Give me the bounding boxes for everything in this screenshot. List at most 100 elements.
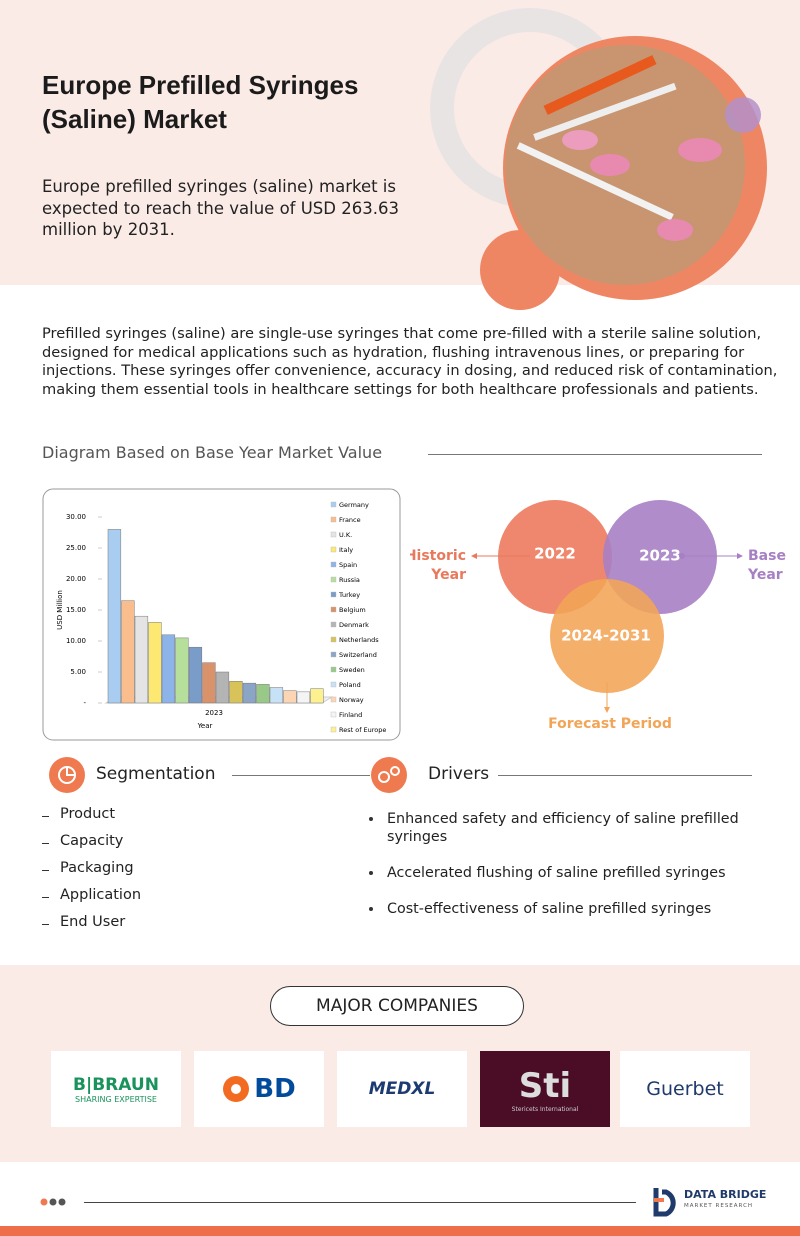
venn-label: 2023 [639, 547, 681, 565]
logo-text: BD [254, 1074, 296, 1104]
logo-text: Stericets International [511, 1105, 579, 1113]
legend-swatch [330, 501, 337, 508]
legend-swatch [330, 666, 337, 673]
legend-swatch [330, 726, 337, 733]
title-line: (Saline) Market [42, 104, 227, 134]
section-heading: Drivers [428, 764, 490, 784]
legend-swatch [330, 606, 337, 613]
segment-item: Capacity [60, 833, 124, 849]
legend-label: Netherlands [339, 636, 379, 644]
logo-mark [223, 1076, 250, 1102]
y-tick-label: 5.00 [70, 668, 86, 676]
y-axis-label: USD Million [56, 590, 64, 630]
x-tick-label: 2023 [205, 709, 223, 717]
bar [283, 690, 297, 704]
legend-label: France [339, 516, 361, 524]
brand: DATA BRIDGE [684, 1188, 767, 1201]
venn-label: 2024-2031 [561, 627, 651, 645]
logo: Sti Stericets International [480, 1051, 610, 1127]
legend-label: Denmark [339, 621, 369, 629]
legend-label: Russia [339, 576, 360, 584]
rule [498, 775, 752, 776]
summary-line: Europe prefilled syringes (saline) marke… [42, 177, 396, 196]
driver-item: Accelerated flushing of saline prefilled… [387, 865, 726, 881]
y-tick-label: 10.00 [66, 637, 86, 645]
summary: Europe prefilled syringes (saline) marke… [42, 176, 399, 241]
bar [256, 684, 270, 704]
bullet [369, 817, 373, 821]
segment-item: Product [60, 806, 116, 822]
section-heading: Diagram Based on Base Year Market Value [42, 443, 383, 462]
bar [269, 687, 284, 704]
bar [188, 646, 203, 704]
bar [107, 529, 122, 704]
annotation: Year [747, 567, 783, 583]
bar [121, 600, 135, 704]
venn-label: 2022 [534, 545, 576, 563]
y-tick-label: 25.00 [66, 544, 86, 552]
logo-text: Guerbet [646, 1078, 724, 1100]
legend-swatch [330, 636, 337, 643]
brand-mark [653, 1188, 676, 1217]
segmentation-icon [49, 757, 85, 793]
bottom-bar [0, 1226, 800, 1236]
logo-text: MEDXL [368, 1079, 436, 1099]
annotation: Forecast Period [548, 716, 672, 732]
legend-swatch [330, 621, 337, 628]
rule [428, 454, 762, 455]
bar [296, 691, 311, 704]
section-heading: Segmentation [96, 764, 216, 784]
bar [161, 634, 176, 704]
legend-label: Poland [339, 681, 361, 689]
dash [42, 843, 49, 844]
legend-label: Sweden [339, 666, 365, 674]
dash [42, 870, 49, 871]
companies-heading: MAJOR COMPANIES [270, 986, 524, 1026]
bar [215, 671, 230, 704]
bullet [369, 871, 373, 875]
x-axis-label: Year [197, 722, 213, 730]
legend-label: Turkey [338, 591, 360, 599]
legend-label: Belgium [339, 606, 366, 614]
bar-chart: USD Million Year - 5.00 10.00 15.00 20.00 25.… [42, 488, 401, 741]
legend-label: U.K. [339, 531, 352, 539]
legend-swatch [330, 651, 337, 658]
annotation: Historic [410, 548, 466, 564]
logo: BD [194, 1051, 324, 1127]
legend-label: Norway [339, 696, 364, 704]
annotation: Year [430, 567, 466, 583]
photo-objects [516, 55, 722, 241]
bar [148, 622, 162, 704]
drivers-icon [371, 757, 407, 793]
header-art [430, 8, 767, 310]
dash [42, 924, 49, 925]
dash [42, 897, 49, 898]
summary-line: million by 2031. [42, 220, 175, 239]
legend-label: Switzerland [339, 651, 377, 659]
legend-swatch [330, 711, 337, 718]
legend-label: Spain [339, 561, 357, 569]
summary-line: expected to reach the value of USD 263.6… [42, 198, 399, 218]
legend-label: Finland [339, 711, 362, 719]
venn-circle [550, 579, 664, 693]
logo: B|BRAUN SHARING EXPERTISE [51, 1051, 181, 1127]
bar [202, 662, 216, 704]
y-tick-label: 15.00 [66, 606, 86, 614]
legend-swatch [330, 531, 337, 538]
logo-text: B|BRAUN [73, 1074, 159, 1095]
bar [310, 688, 324, 704]
y-tick-label: 20.00 [66, 575, 86, 583]
legend-swatch [330, 576, 337, 583]
venn-diagram: 2022 2023 2024-2031 Historic Year Base Y… [410, 500, 786, 732]
brand-tagline: MARKET RESEARCH [684, 1203, 754, 1209]
rule [232, 775, 370, 776]
legend-label: Italy [339, 546, 353, 554]
bullet [369, 907, 373, 911]
dash [42, 816, 49, 817]
annotation: Base [748, 548, 786, 564]
bar [175, 637, 189, 704]
logo-text: SHARING EXPERTISE [75, 1094, 157, 1104]
logo-text: Sti [518, 1065, 572, 1106]
legend-swatch [330, 591, 337, 598]
